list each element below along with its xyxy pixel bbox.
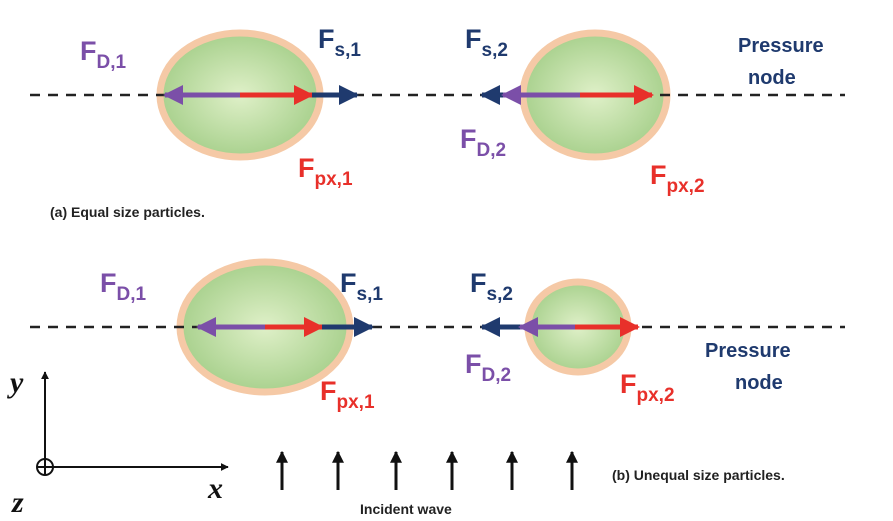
force-label: Fpx,2 xyxy=(620,369,675,406)
force-label: FD,1 xyxy=(80,36,127,73)
axis-label: z xyxy=(11,486,24,519)
incident-label: Incident wave xyxy=(360,501,452,517)
node-label: Pressure xyxy=(705,340,791,362)
force-label: Fpx,1 xyxy=(320,376,375,413)
axis-label: x xyxy=(207,472,223,505)
force-label: Fs,1 xyxy=(340,268,383,305)
force-label: Fs,2 xyxy=(470,268,513,305)
caption: (a) Equal size particles. xyxy=(50,204,205,220)
force-label: Fs,1 xyxy=(318,24,361,61)
force-label: FD,1 xyxy=(100,268,147,305)
node-label: Pressure xyxy=(738,35,824,57)
caption: (b) Unequal size particles. xyxy=(612,467,785,483)
force-label: FD,2 xyxy=(465,349,511,386)
axis-label: y xyxy=(7,366,24,399)
force-label: Fpx,2 xyxy=(650,160,705,197)
force-label: FD,2 xyxy=(460,124,506,161)
incident-arrows xyxy=(282,452,572,490)
force-label: Fpx,1 xyxy=(298,153,353,190)
node-label: node xyxy=(735,372,783,394)
node-label: node xyxy=(748,67,796,89)
diagram: FD,1 Fs,1 Fs,2 FD,2 Fpx,1 Fpx,2 Pressure… xyxy=(0,0,893,521)
force-label: Fs,2 xyxy=(465,24,508,61)
